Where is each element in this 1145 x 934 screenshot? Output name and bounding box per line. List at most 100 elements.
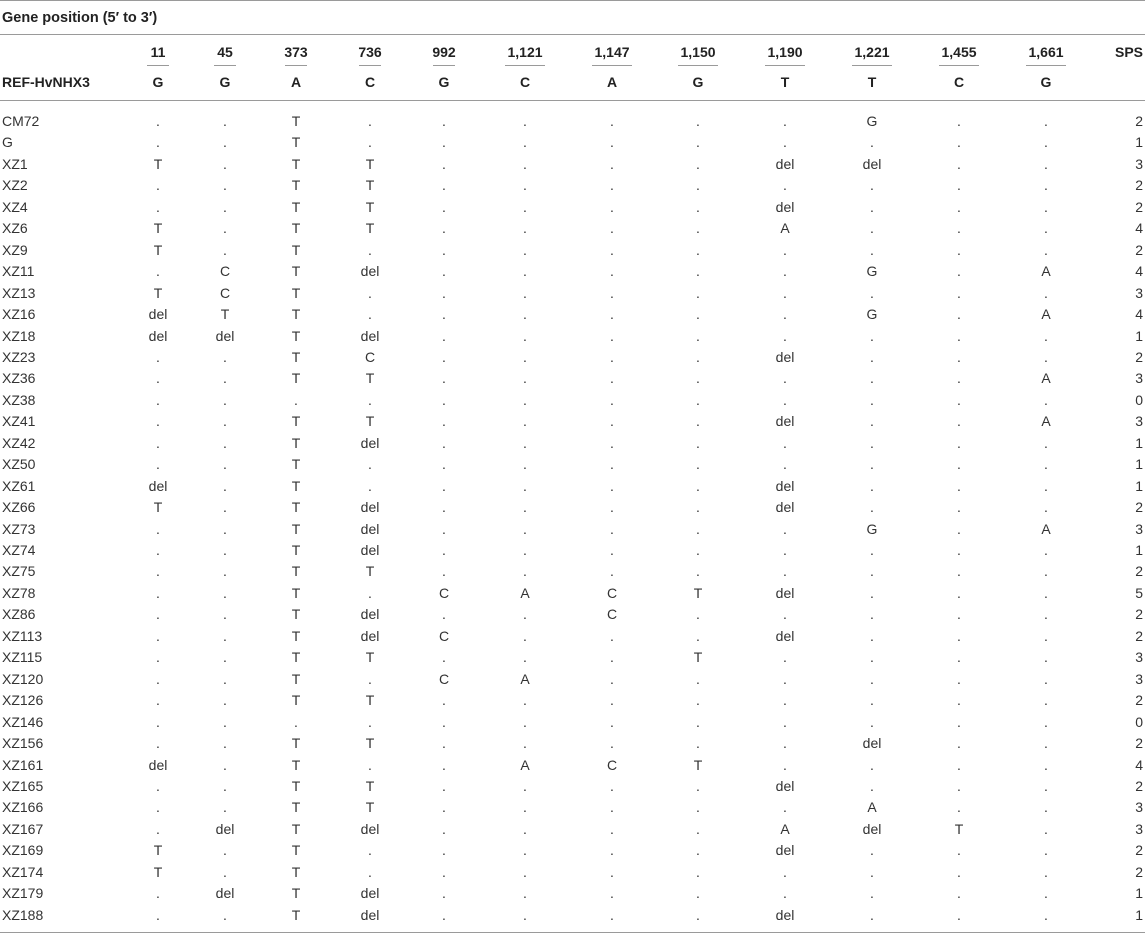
variant-cell: .	[523, 263, 527, 280]
sps-value: 4	[1135, 220, 1143, 237]
table-row: XZ38............ 0	[0, 389, 1145, 411]
variant-cell: .	[368, 113, 372, 129]
variant-cell: T	[291, 155, 301, 172]
variant-cell: C	[219, 263, 231, 280]
variant-cell: .	[696, 220, 700, 237]
variant-cell: .	[523, 391, 527, 408]
variant-cell: .	[442, 713, 446, 730]
variant-cell: .	[870, 627, 874, 644]
sps-value: 3	[1135, 520, 1143, 537]
variant-cell: T	[365, 799, 375, 816]
variant-cell: .	[870, 284, 874, 301]
variant-cell: T	[365, 220, 375, 237]
variant-cell: .	[156, 799, 160, 816]
variant-cell: .	[442, 735, 446, 752]
accession-name: XZ126	[2, 692, 44, 709]
variant-cell: .	[783, 563, 787, 580]
variant-cell: .	[696, 434, 700, 451]
variant-cell: del	[360, 499, 380, 516]
accession-name: XZ13	[2, 284, 36, 301]
variant-cell: T	[291, 177, 301, 194]
variant-cell: T	[153, 155, 163, 172]
variant-cell: .	[696, 820, 700, 837]
variant-cell: .	[442, 155, 446, 172]
sps-value: 2	[1135, 842, 1143, 859]
variant-cell: .	[957, 542, 961, 558]
variant-cell: G	[866, 263, 878, 280]
variant-cell: T	[291, 327, 301, 344]
variant-cell: .	[783, 284, 787, 301]
sps-value: 1	[1135, 542, 1143, 558]
position-header: 1,121	[507, 44, 543, 60]
variant-cell: T	[153, 241, 163, 258]
variant-cell: .	[442, 799, 446, 816]
variant-cell: .	[223, 735, 227, 752]
variant-cell: T	[693, 649, 703, 666]
variant-cell: T	[291, 284, 301, 301]
variant-cell: .	[610, 477, 614, 494]
variant-cell: T	[291, 434, 301, 451]
variant-cell: T	[291, 799, 301, 816]
variant-cell: .	[1044, 499, 1048, 516]
sps-value: 3	[1135, 284, 1143, 301]
variant-cell: .	[696, 241, 700, 258]
variant-cell: T	[365, 370, 375, 387]
variant-cell: .	[442, 499, 446, 516]
variant-cell: .	[783, 692, 787, 709]
variant-cell: A	[1041, 520, 1051, 537]
table-row: XZ61 del. T..... del... 1	[0, 475, 1145, 497]
sps-value: 2	[1135, 777, 1143, 794]
variant-cell: .	[783, 370, 787, 387]
variant-cell: .	[156, 263, 160, 280]
accession-name: XZ74	[2, 542, 36, 558]
variant-cell: T	[291, 456, 301, 473]
sps-value: 2	[1135, 627, 1143, 644]
variant-cell: .	[957, 692, 961, 709]
variant-cell: .	[610, 520, 614, 537]
variant-cell: .	[523, 456, 527, 473]
variant-cell: .	[696, 177, 700, 194]
variant-cell: .	[783, 306, 787, 323]
variant-cell: .	[610, 370, 614, 387]
table-row: XZ169 T. T..... del... 2	[0, 839, 1145, 861]
variant-cell: del	[862, 820, 882, 837]
variant-cell: .	[696, 306, 700, 323]
variant-cell: .	[870, 327, 874, 344]
accession-name: CM72	[2, 113, 40, 129]
variant-cell: T	[291, 477, 301, 494]
variant-cell: T	[365, 692, 375, 709]
sps-value: 3	[1135, 799, 1143, 816]
variant-cell: .	[223, 777, 227, 794]
variant-cell: .	[1044, 348, 1048, 365]
variant-cell: .	[442, 198, 446, 215]
ref-base: T	[867, 74, 877, 90]
accession-name: XZ174	[2, 863, 44, 880]
variant-cell: .	[870, 906, 874, 923]
variant-cell: .	[1044, 842, 1048, 859]
variant-cell: .	[696, 327, 700, 344]
variant-cell: .	[610, 241, 614, 258]
variant-cell: .	[1044, 906, 1048, 923]
table-row: XZ115.. T T... T.... 3	[0, 646, 1145, 668]
header-rule	[0, 100, 1145, 101]
variant-cell: .	[610, 434, 614, 451]
variant-cell: .	[783, 113, 787, 129]
variant-cell: del	[360, 327, 380, 344]
accession-name: XZ166	[2, 799, 44, 816]
variant-cell: .	[156, 627, 160, 644]
variant-cell: .	[442, 756, 446, 773]
variant-cell: .	[1044, 777, 1048, 794]
position-underline	[505, 65, 545, 66]
variant-cell: .	[1044, 542, 1048, 558]
variant-cell: .	[523, 284, 527, 301]
variant-cell: .	[783, 134, 787, 151]
variant-cell: .	[610, 198, 614, 215]
variant-cell: .	[223, 670, 227, 687]
variant-cell: .	[156, 713, 160, 730]
sps-value: 1	[1135, 327, 1143, 344]
variant-cell: .	[696, 542, 700, 558]
variant-cell: .	[442, 413, 446, 430]
position-header: 1,661	[1028, 44, 1064, 60]
